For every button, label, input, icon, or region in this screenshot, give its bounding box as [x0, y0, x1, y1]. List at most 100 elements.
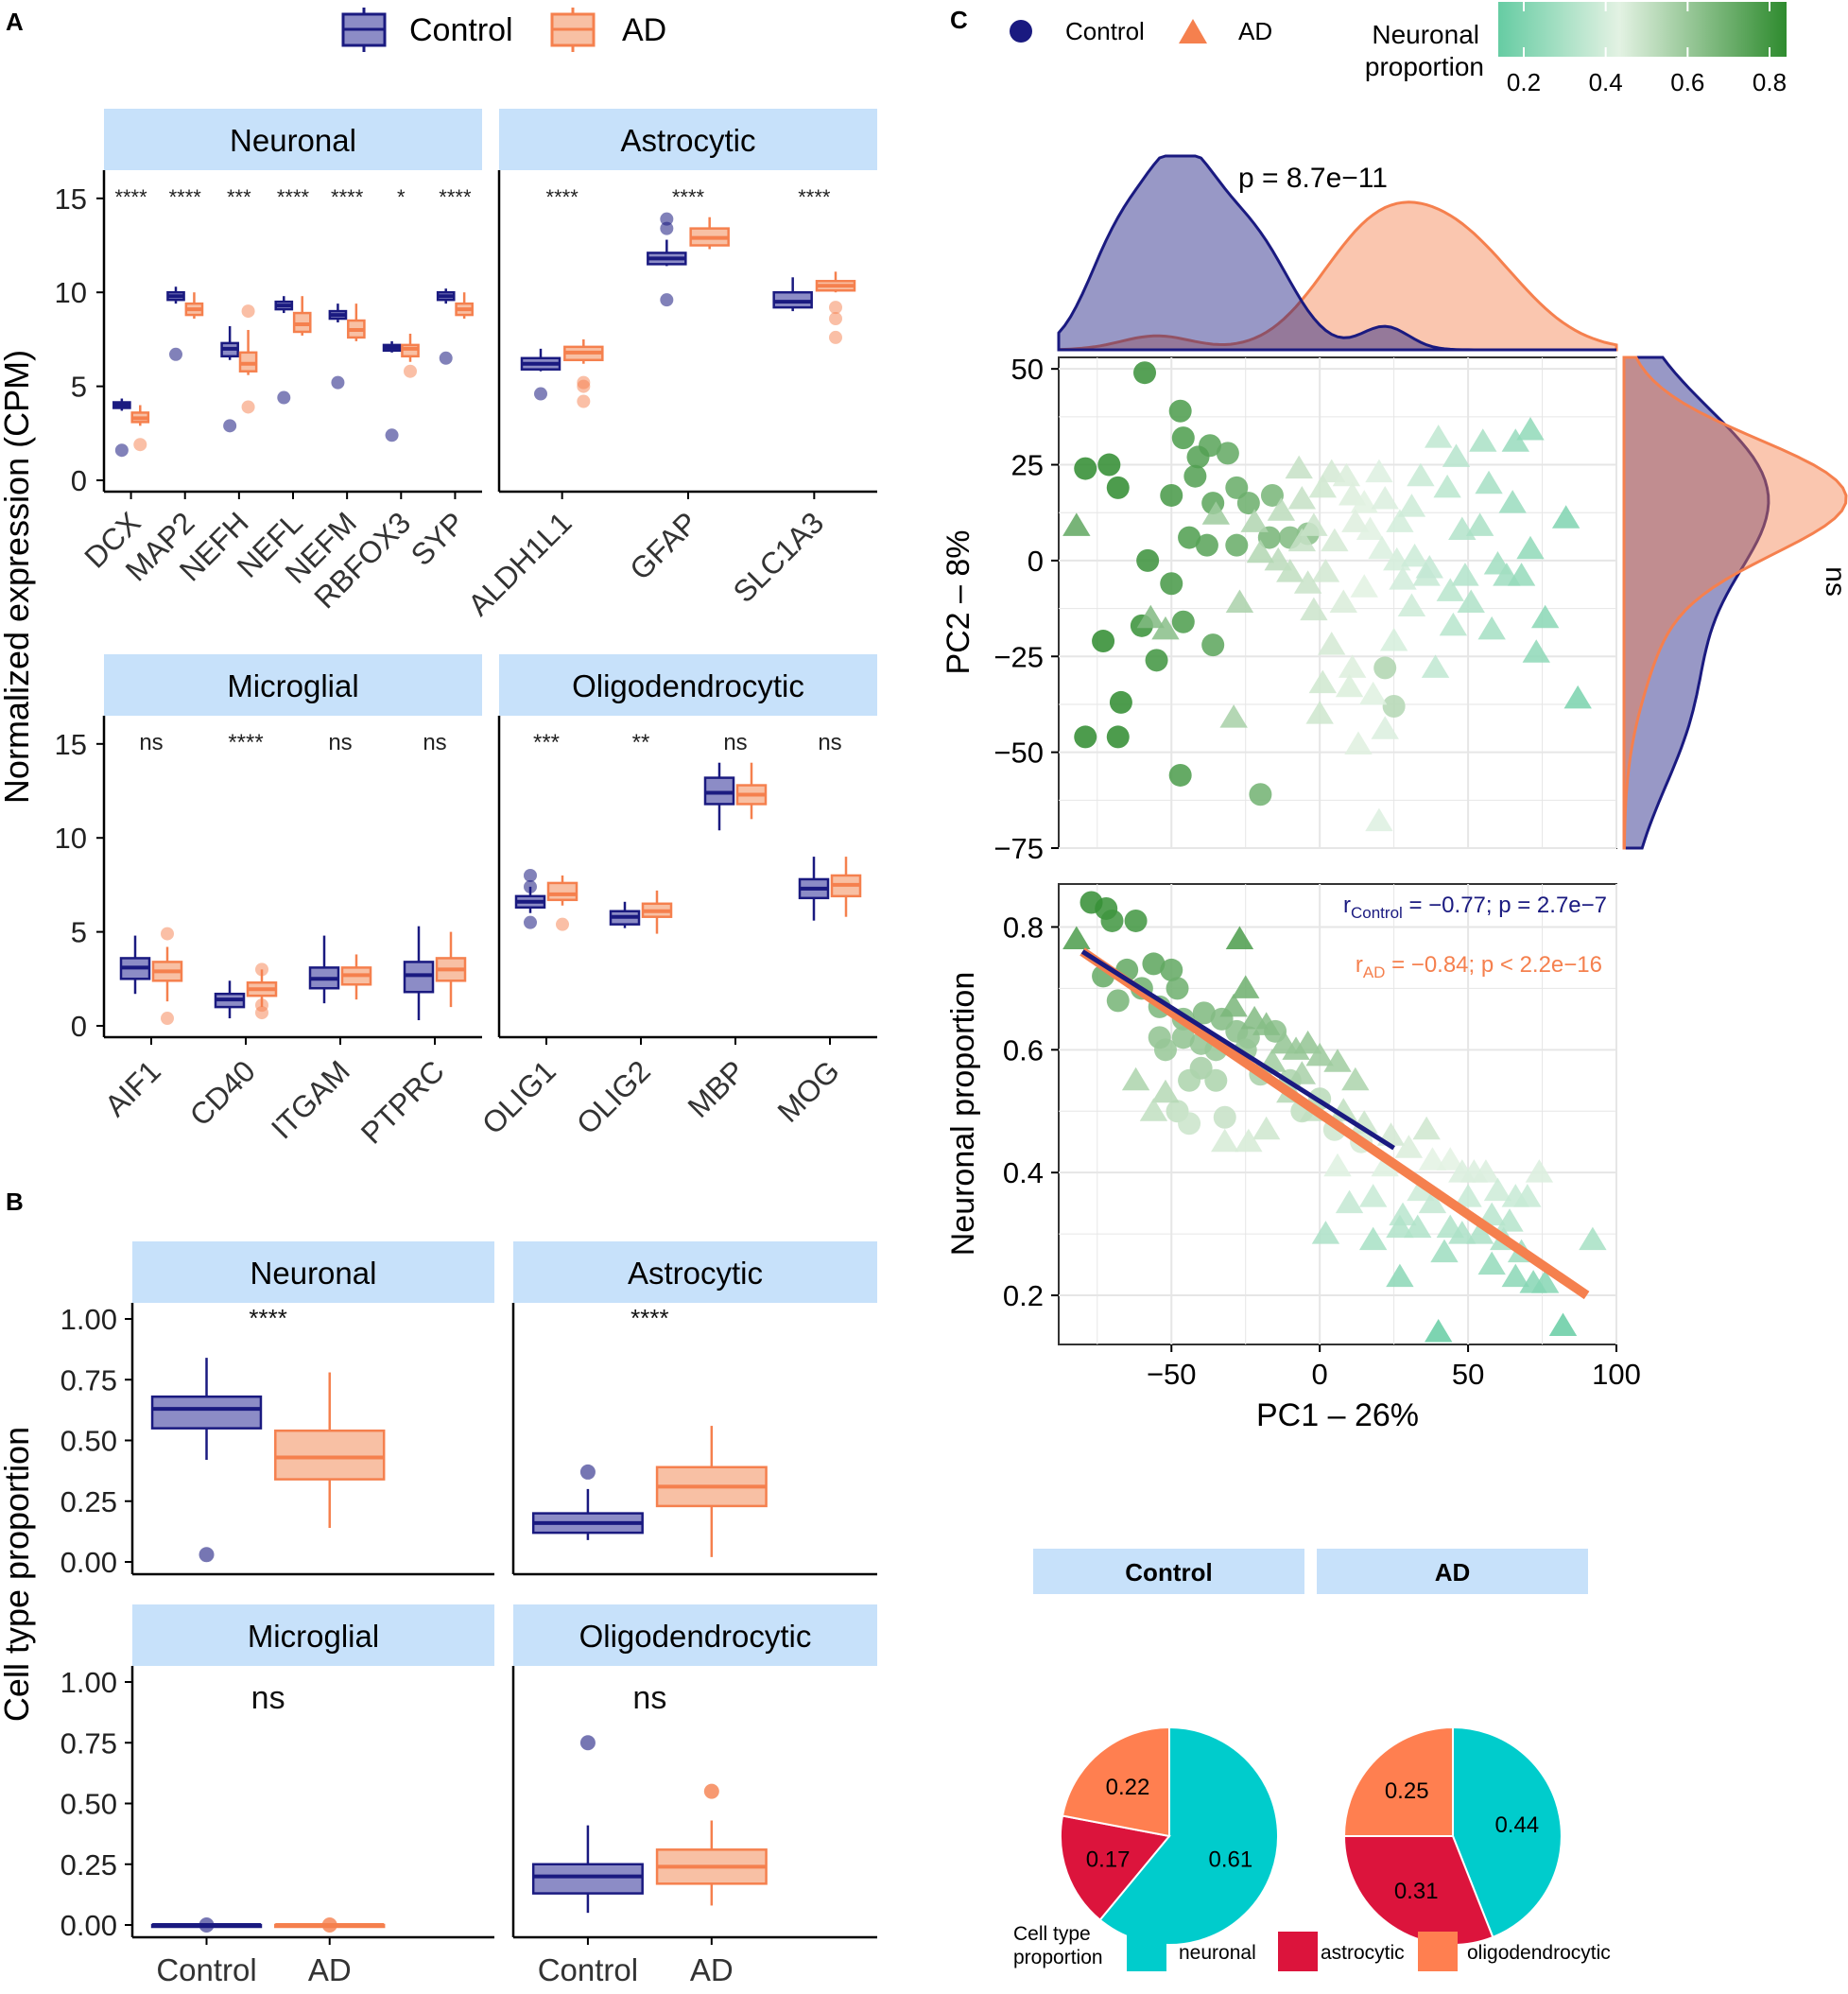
- pca-point-ad: [1136, 604, 1165, 629]
- pca-point-control: [1225, 476, 1249, 499]
- pca-point-ad: [1062, 512, 1091, 536]
- corr-point-ad: [1412, 1116, 1441, 1140]
- y-tick-label: 10: [55, 276, 87, 309]
- significance-label: ****: [114, 185, 147, 209]
- facet-strip: [104, 654, 482, 716]
- outlier-ad: [241, 400, 255, 414]
- box-ad-box: [274, 1429, 386, 1481]
- panel-b-facet-1: Astrocytic ****: [511, 1241, 877, 1576]
- significance-label: ns: [818, 730, 841, 755]
- outlier-ad: [404, 364, 417, 378]
- outlier-ad: [161, 927, 174, 941]
- y-tick-label: 50: [1011, 353, 1044, 386]
- pca-point-ad: [1246, 539, 1275, 564]
- corr-point-ad: [1311, 1221, 1340, 1244]
- significance-label: **: [632, 730, 650, 755]
- pca-point-ad: [1264, 546, 1292, 571]
- corr-point-ad: [1341, 1066, 1370, 1091]
- outlier-ad: [255, 1006, 268, 1020]
- pca-point-control: [1160, 483, 1183, 507]
- significance-label: ns: [139, 730, 163, 755]
- corr-point-control: [1160, 958, 1183, 981]
- pca-point-control: [1092, 630, 1115, 653]
- significance-label: ****: [277, 185, 310, 209]
- r-ad-annotation: rAD = −0.84; p < 2.2e−16: [1356, 952, 1602, 981]
- pca-point-control: [1109, 690, 1132, 714]
- pca-point-ad: [1551, 505, 1580, 529]
- y-tick-label: 0.50: [60, 1425, 117, 1458]
- pca-point-ad: [1293, 570, 1322, 594]
- pie-label-astrocytic: 0.31: [1394, 1879, 1439, 1904]
- x-tick-label-SYP: SYP: [405, 505, 472, 572]
- panel-b-ylabel: Cell type proportion: [0, 1427, 36, 1722]
- legend-c-gradient-bar: [1498, 2, 1787, 57]
- gradient-tick-label: 0.4: [1589, 68, 1623, 96]
- pca-point-ad: [1465, 512, 1494, 536]
- corr-point-ad: [1495, 1208, 1524, 1232]
- panel-b-facet-2: Microglial 0.00 0.25 0.50 0.75 1.00 ns Control A…: [60, 1604, 494, 1987]
- pca-point-ad: [1341, 509, 1370, 532]
- pca-point-ad: [1522, 639, 1550, 663]
- pca-point-control: [1168, 399, 1192, 423]
- outlier-ad: [577, 379, 591, 393]
- y-tick-label: 0.00: [60, 1546, 117, 1579]
- x-tick-label-OLIG2: OLIG2: [570, 1053, 657, 1140]
- pca-point-ad: [1371, 716, 1399, 739]
- legend-a-ad-label: AD: [622, 12, 666, 48]
- panel-c-pie-charts: Control 0.61 0.17 0.22 AD 0.44 0.31 0.25 Cell ty…: [1013, 1549, 1611, 1971]
- facet-strip: [513, 1241, 877, 1303]
- pca-point-ad: [1358, 681, 1388, 705]
- y-tick-label: 5: [71, 916, 87, 949]
- pca-point-control: [1145, 649, 1168, 672]
- pca-point-ad: [1332, 462, 1361, 487]
- pca-point-ad: [1498, 490, 1527, 513]
- outlier-control: [169, 347, 182, 361]
- pca-point-control: [1168, 763, 1192, 787]
- outlier-ad: [577, 394, 591, 408]
- facet-title: Astrocytic: [628, 1256, 763, 1291]
- y-tick-label: −75: [993, 832, 1044, 865]
- facet-title: Astrocytic: [620, 123, 755, 158]
- pie-slice-oligodendrocytic: [1061, 1725, 1170, 1838]
- pca-point-ad: [1321, 528, 1349, 552]
- significance-label: ***: [533, 730, 560, 755]
- outlier-control: [660, 293, 674, 307]
- significance-label: ****: [630, 1304, 668, 1332]
- box-control-box: [531, 1863, 644, 1895]
- pca-point-control: [1216, 442, 1239, 465]
- gradient-tick-label: 0.6: [1670, 68, 1704, 96]
- density-top-ad: [1057, 200, 1618, 352]
- outlier-control: [277, 390, 291, 405]
- pca-point-control: [1171, 426, 1195, 450]
- legend-c-gradient-ticks: 0.2 0.4 0.6 0.8: [1507, 2, 1787, 96]
- pca-point-ad: [1305, 701, 1334, 724]
- corr-point-control: [1106, 989, 1130, 1013]
- pca-point-ad: [1477, 616, 1506, 640]
- pca-point-ad: [1318, 632, 1346, 655]
- pca-point-ad: [1397, 494, 1426, 517]
- significance-label: ****: [546, 185, 579, 209]
- corr-point-ad: [1252, 1012, 1281, 1035]
- pie-label-neuronal: 0.44: [1494, 1812, 1539, 1838]
- corr-point-ad: [1252, 1116, 1281, 1140]
- pca-point-ad: [1415, 555, 1443, 579]
- y-tick-label: −50: [993, 737, 1044, 770]
- corr-point-control: [1166, 977, 1189, 1000]
- x-tick-label: 0: [1312, 1358, 1328, 1391]
- fit-line-control: [1080, 949, 1395, 1151]
- corr-point-ad: [1394, 1135, 1424, 1158]
- corr-point-ad: [1386, 1263, 1414, 1288]
- x-tick-label: AD: [690, 1952, 734, 1987]
- pca-point-control: [1382, 694, 1406, 718]
- pca-point-ad: [1350, 490, 1378, 513]
- y-tick-label: 0.00: [60, 1909, 117, 1942]
- r-control-rest: = −0.77; p = 2.7e−7: [1403, 893, 1607, 918]
- corr-point-ad: [1062, 926, 1091, 949]
- pca-point-ad: [1451, 563, 1479, 586]
- significance-label: ****: [439, 185, 472, 209]
- panel-c-correlation-chart: 0.2 0.4 0.6 0.8 −50 0 50 100 PC1 – 26% Neuronal p…: [945, 883, 1641, 1433]
- y-tick-label: 1.00: [60, 1303, 117, 1336]
- density-top-control: [1057, 154, 1616, 352]
